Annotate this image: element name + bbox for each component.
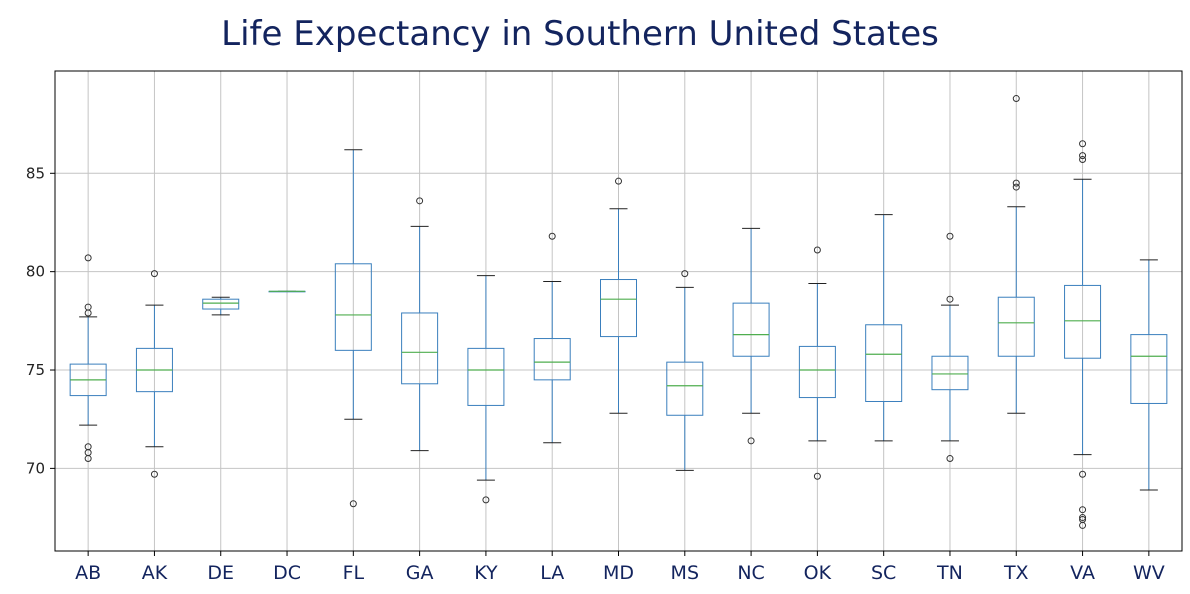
- x-tick-label: NC: [737, 562, 764, 584]
- box-ak: [135, 270, 173, 478]
- y-axis: 70 75 80 85: [26, 164, 55, 477]
- box-sc: [865, 214, 903, 442]
- outlier-point: [548, 232, 556, 240]
- iqr-box: [600, 279, 637, 338]
- iqr-box: [997, 296, 1035, 357]
- x-tick-label: MS: [671, 562, 699, 584]
- outlier-point: [349, 500, 357, 508]
- y-tick-label: 75: [26, 361, 45, 379]
- x-tick-label: TN: [936, 562, 963, 584]
- iqr-box: [931, 355, 969, 391]
- box-tx: [997, 95, 1035, 414]
- outlier-point: [416, 197, 424, 205]
- y-tick-label: 80: [26, 263, 45, 281]
- x-tick-label: WV: [1133, 562, 1165, 584]
- outlier-point: [681, 270, 689, 278]
- box-ga: [401, 197, 439, 452]
- outlier-point: [1079, 521, 1087, 529]
- box-va: [1064, 140, 1102, 529]
- x-axis: AB AK DE DC FL GA KY LA MD MS NC OK SC TN TX VA WV: [75, 551, 1165, 584]
- outlier-point: [84, 309, 92, 317]
- x-tick-label: AK: [142, 562, 168, 584]
- box-fl: [334, 149, 372, 508]
- box-ab: [69, 254, 107, 463]
- outlier-point: [946, 455, 954, 463]
- outlier-point: [1079, 156, 1087, 164]
- iqr-box: [1064, 284, 1102, 359]
- x-tick-label: AB: [75, 562, 101, 584]
- box-la: [533, 232, 571, 444]
- x-tick-label: FL: [343, 562, 365, 584]
- outlier-point: [150, 470, 158, 478]
- iqr-box: [666, 361, 704, 416]
- outlier-point: [747, 437, 755, 445]
- x-tick-label: KY: [474, 562, 498, 584]
- iqr-box: [1130, 334, 1168, 404]
- outlier-point: [1079, 140, 1087, 148]
- box-series: [69, 95, 1168, 529]
- iqr-box: [202, 298, 240, 310]
- iqr-box: [533, 338, 571, 381]
- outlier-point: [84, 455, 92, 463]
- x-tick-label: MD: [603, 562, 634, 584]
- outlier-point: [1079, 514, 1087, 522]
- outlier-point: [615, 177, 622, 185]
- outlier-point: [1079, 470, 1087, 478]
- outlier-point: [1012, 183, 1020, 191]
- x-tick-label: TX: [1003, 562, 1029, 584]
- outlier-point: [946, 295, 954, 303]
- outlier-point: [1079, 152, 1087, 160]
- x-tick-label: DE: [207, 562, 234, 584]
- y-tick-label: 70: [26, 459, 45, 477]
- x-tick-label: OK: [804, 562, 832, 584]
- outlier-point: [946, 232, 954, 240]
- outlier-point: [482, 496, 490, 504]
- iqr-box: [334, 263, 372, 351]
- x-tick-label: SC: [871, 562, 896, 584]
- outlier-point: [84, 254, 92, 262]
- y-tick-label: 85: [26, 164, 45, 182]
- x-tick-label: LA: [540, 562, 564, 584]
- box-nc: [732, 227, 770, 445]
- iqr-box: [865, 324, 903, 402]
- box-tn: [931, 232, 969, 463]
- iqr-box: [467, 347, 505, 406]
- box-wv: [1130, 259, 1168, 491]
- grid-lines: [55, 71, 1182, 551]
- x-tick-label: DC: [273, 562, 301, 584]
- box-ms: [666, 270, 704, 471]
- chart-title: Life Expectancy in Southern United State…: [221, 14, 939, 54]
- outlier-point: [1079, 506, 1087, 514]
- outlier-point: [813, 472, 821, 480]
- box-md: [600, 177, 637, 414]
- box-ky: [467, 275, 505, 504]
- outlier-point: [813, 246, 821, 254]
- iqr-box: [732, 302, 770, 357]
- x-tick-label: GA: [406, 562, 434, 584]
- outlier-point: [150, 270, 158, 278]
- iqr-box: [401, 312, 439, 385]
- x-tick-label: VA: [1070, 562, 1095, 584]
- box-dc: [268, 290, 306, 293]
- outlier-point: [1012, 95, 1020, 103]
- box-ok: [798, 246, 836, 480]
- box-de: [202, 296, 240, 316]
- iqr-box: [798, 345, 836, 399]
- outlier-point: [1012, 179, 1020, 187]
